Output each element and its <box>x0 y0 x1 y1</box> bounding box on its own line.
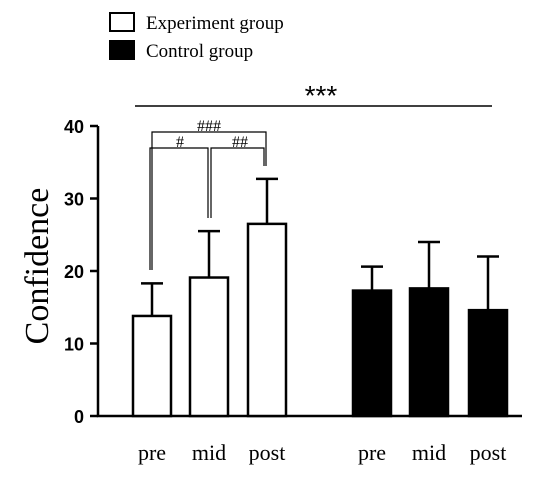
y-tick-label: 0 <box>74 407 84 427</box>
legend-label-control: Control group <box>146 41 253 62</box>
comparison-brackets: ### # ## <box>149 118 267 270</box>
bracket-pre-post <box>151 131 267 270</box>
y-tick-label: 10 <box>64 335 84 355</box>
bar-control-pre <box>351 289 393 418</box>
bracket-mid-post <box>210 147 265 218</box>
x-tick-label: post <box>249 440 286 465</box>
bracket-pre-post-label: ### <box>197 118 221 135</box>
bar-control-mid <box>408 287 450 418</box>
bar-experiment-pre <box>131 314 173 418</box>
y-ticks: 0 10 20 30 40 <box>64 117 98 427</box>
x-tick-label: pre <box>138 440 166 465</box>
overall-significance-label: *** <box>305 80 338 111</box>
y-tick-label: 20 <box>64 262 84 282</box>
bracket-mid-post-label: ## <box>232 134 248 151</box>
bar-experiment-post <box>246 222 288 418</box>
x-tick-label: post <box>470 440 507 465</box>
y-tick-label: 30 <box>64 190 84 210</box>
y-axis-label: Confidence <box>19 188 56 345</box>
bars <box>131 222 509 418</box>
bracket-pre-mid-label: # <box>176 134 184 151</box>
x-tick-label: mid <box>192 440 226 465</box>
legend-swatch-control <box>109 40 135 60</box>
x-tick-labels: pre mid post pre mid post <box>138 440 506 465</box>
legend: Experiment group Control group <box>109 12 284 62</box>
x-tick-label: mid <box>412 440 446 465</box>
x-tick-label: pre <box>358 440 386 465</box>
bracket-pre-mid <box>149 147 209 270</box>
legend-swatch-experiment <box>109 12 135 32</box>
error-bars <box>141 177 499 316</box>
legend-label-experiment: Experiment group <box>146 13 284 34</box>
y-tick-label: 40 <box>64 117 84 137</box>
bar-control-post <box>467 308 509 418</box>
bar-experiment-mid <box>188 276 230 418</box>
